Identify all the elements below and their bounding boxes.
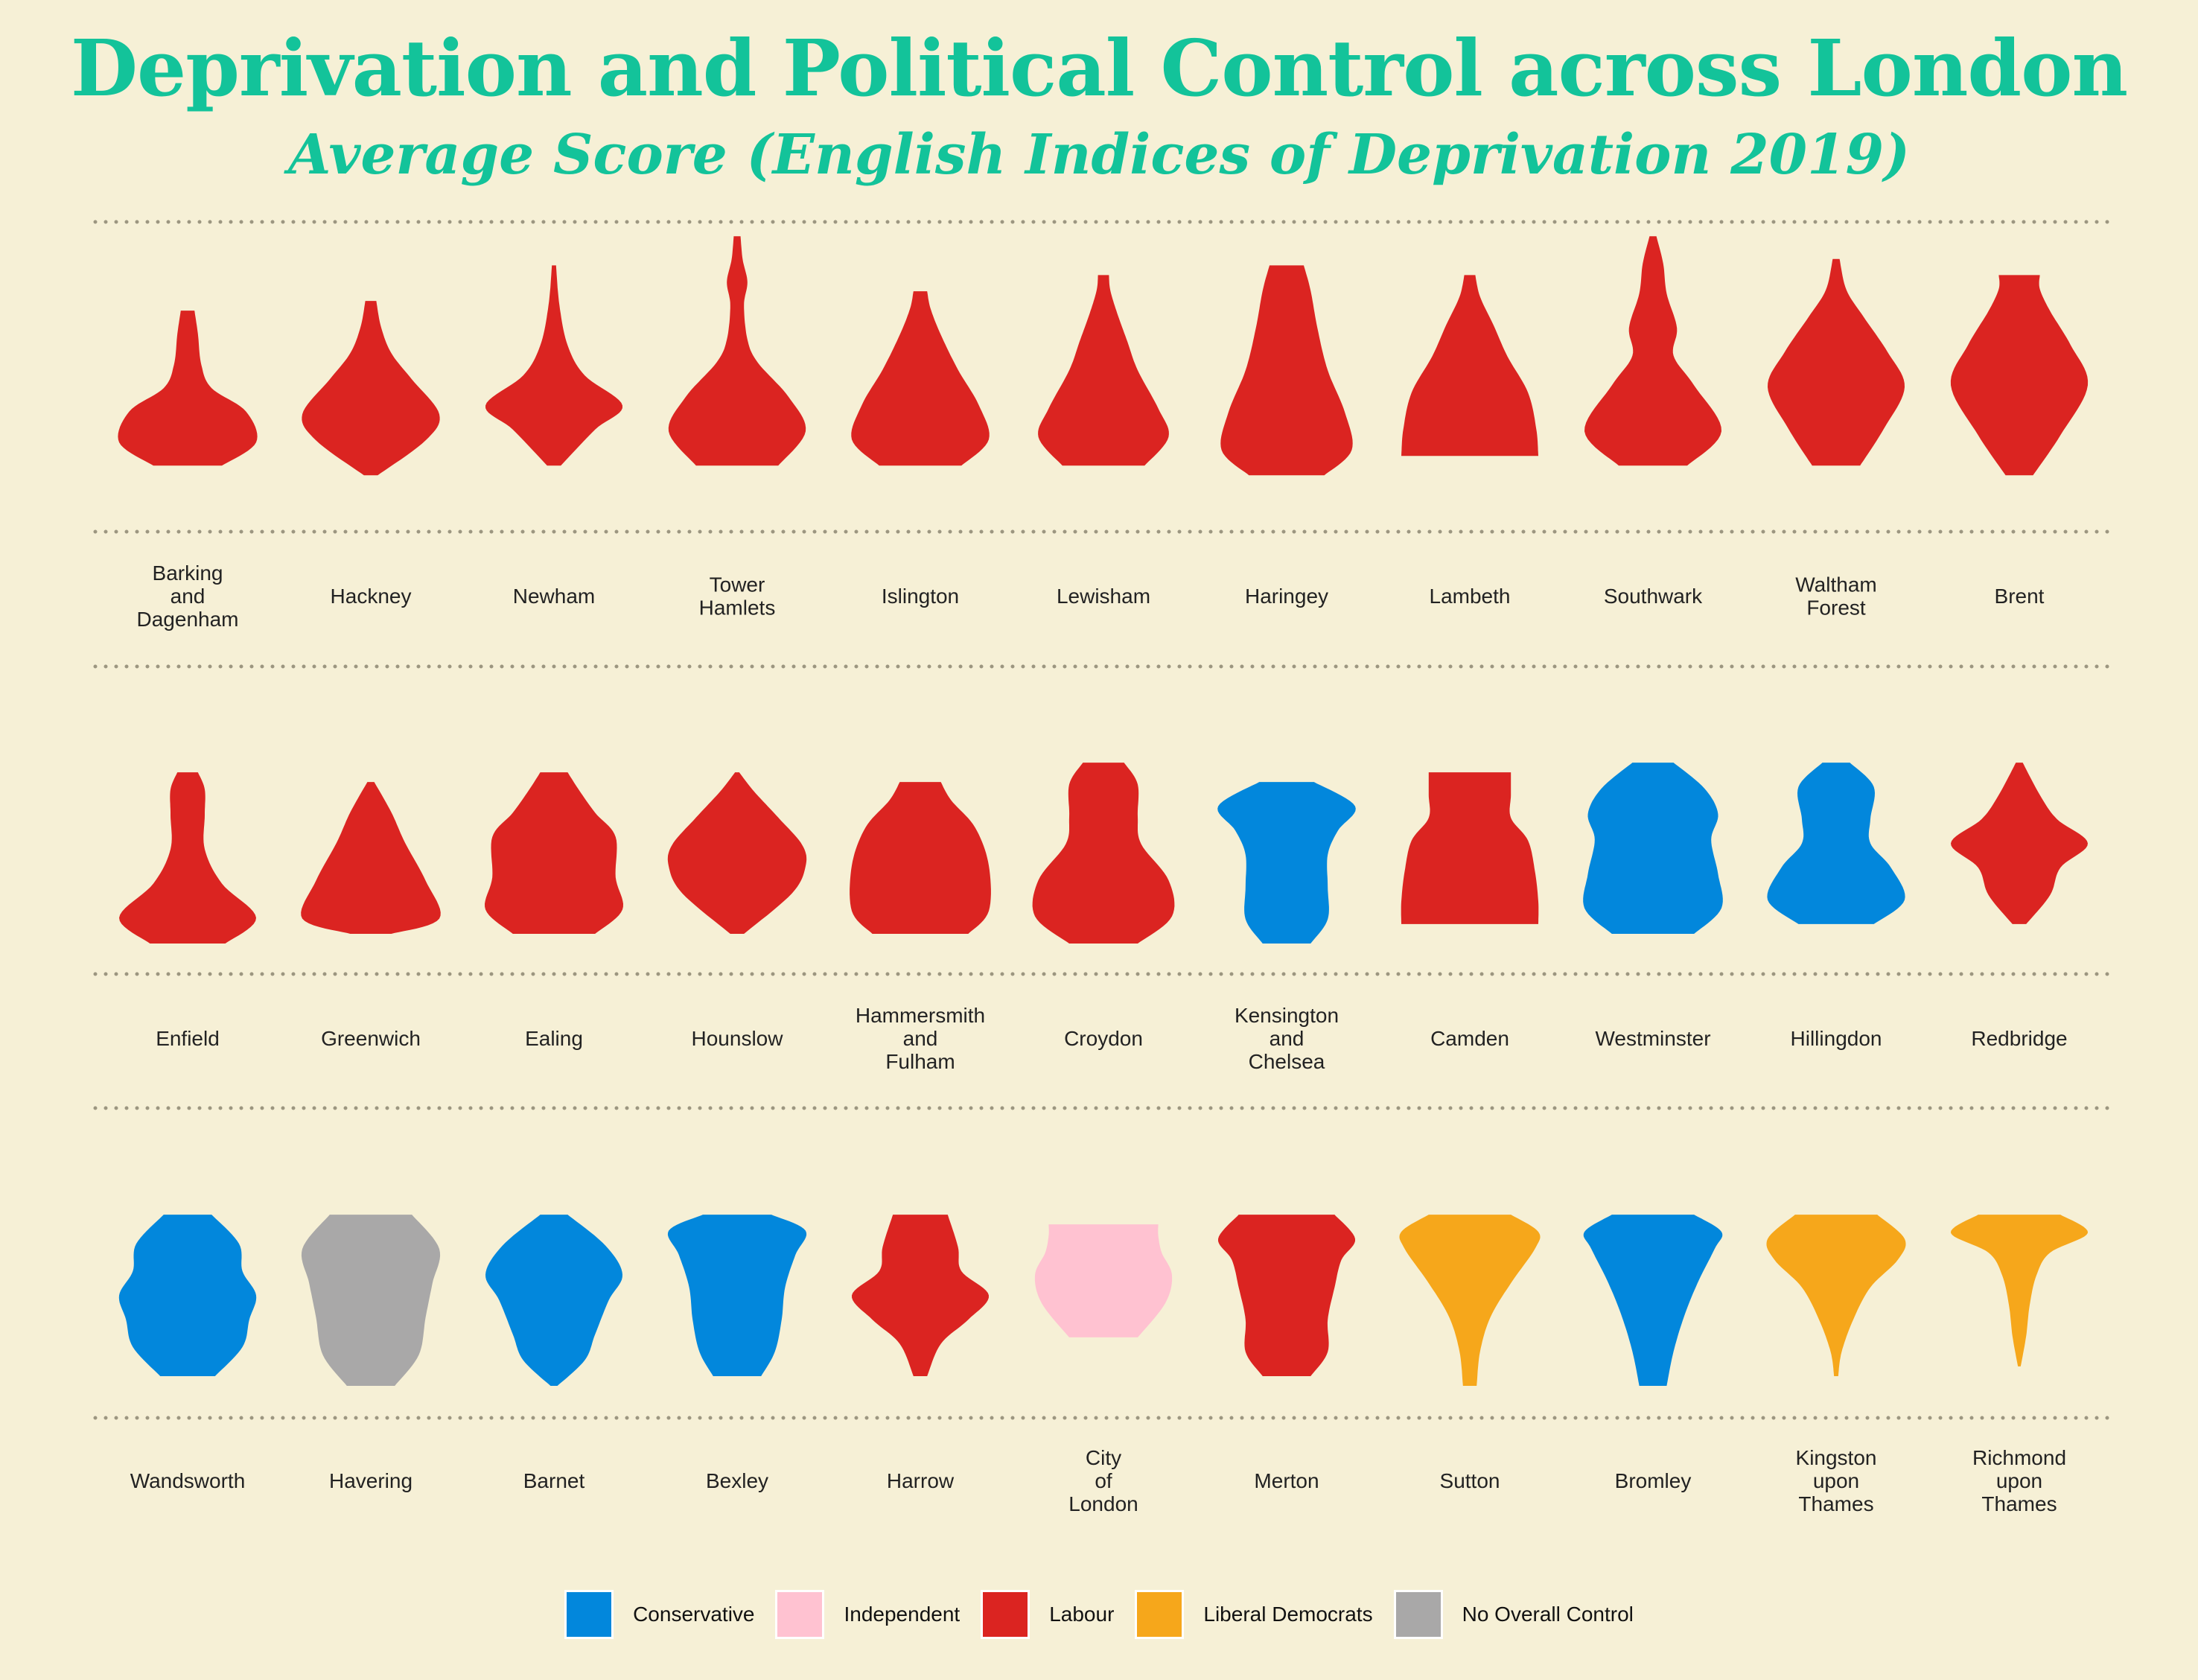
label-tower-hamlets: Tower Hamlets: [699, 573, 776, 620]
label-bromley: Bromley: [1615, 1469, 1692, 1492]
chart-subtitle: Average Score (English Indices of Depriv…: [287, 123, 1911, 187]
violin-southwark: [1584, 236, 1721, 466]
violin-croydon: [1032, 763, 1175, 944]
label-redbridge: Redbridge: [1971, 1027, 2067, 1050]
legend: Conservative Independent Labour Liberal Dem…: [0, 1585, 2198, 1644]
label-merton: Merton: [1254, 1469, 1319, 1492]
violin-haringey: [1220, 265, 1353, 476]
legend-item-independent: Independent: [775, 1590, 960, 1639]
label-newham: Newham: [513, 585, 595, 608]
legend-label: Independent: [844, 1603, 961, 1626]
label-hammersmith-and-fulham: Hammersmith and Fulham: [856, 1004, 985, 1073]
label-hillingdon: Hillingdon: [1791, 1027, 1882, 1050]
legend-swatch-no-overall-control: [1393, 1590, 1443, 1639]
violin-newham: [485, 265, 622, 466]
violin-waltham-forest: [1768, 258, 1905, 466]
violin-wandsworth: [118, 1215, 257, 1376]
violin-camden: [1401, 772, 1539, 924]
legend-swatch-independent: [775, 1590, 825, 1639]
violin-lewisham: [1038, 275, 1169, 466]
label-brent: Brent: [1995, 585, 2045, 608]
label-westminster: Westminster: [1595, 1027, 1710, 1050]
legend-swatch-conservative: [564, 1590, 614, 1639]
label-city-of-london: City of London: [1068, 1446, 1138, 1515]
violin-kingston-upon-thames: [1766, 1215, 1906, 1376]
violin-hounslow: [667, 772, 807, 934]
borough-label-group: Barking and Dagenham Hackney Newham Tower Haml…: [130, 561, 2068, 1515]
legend-swatch-liberal-democrats: [1135, 1590, 1185, 1639]
violin-brent: [1950, 275, 2089, 476]
label-kingston-upon-thames: Kingston upon Thames: [1796, 1446, 1877, 1515]
row-separators: [93, 220, 2111, 1420]
violin-barnet: [485, 1215, 622, 1386]
violin-ealing: [485, 772, 623, 934]
label-waltham-forest: Waltham Forest: [1795, 573, 1876, 620]
legend-item-no-overall-control: No Overall Control: [1393, 1590, 1634, 1639]
legend-item-liberal-democrats: Liberal Democrats: [1135, 1590, 1373, 1639]
label-havering: Havering: [329, 1469, 412, 1492]
label-bexley: Bexley: [706, 1469, 768, 1492]
label-hounslow: Hounslow: [692, 1027, 784, 1050]
label-enfield: Enfield: [156, 1027, 220, 1050]
violin-hammersmith-and-fulham: [850, 782, 991, 934]
violin-hackney: [302, 301, 440, 476]
legend-label: Conservative: [633, 1603, 755, 1626]
violin-group: [118, 236, 2089, 1386]
violin-greenwich: [301, 782, 441, 934]
label-southwark: Southwark: [1604, 585, 1703, 608]
legend-label: Labour: [1049, 1603, 1115, 1626]
label-sutton: Sutton: [1440, 1469, 1500, 1492]
label-lewisham: Lewisham: [1057, 585, 1150, 608]
violin-bromley: [1583, 1215, 1723, 1386]
violin-hillingdon: [1767, 763, 1905, 924]
label-islington: Islington: [882, 585, 959, 608]
violin-bexley: [667, 1215, 807, 1376]
violin-kensington-and-chelsea: [1217, 782, 1356, 944]
label-haringey: Haringey: [1245, 585, 1328, 608]
violin-tower-hamlets: [668, 236, 806, 466]
label-croydon: Croydon: [1064, 1027, 1143, 1050]
violin-lambeth: [1401, 275, 1538, 456]
label-lambeth: Lambeth: [1430, 585, 1511, 608]
violin-westminster: [1583, 763, 1723, 934]
label-camden: Camden: [1430, 1027, 1509, 1050]
violin-enfield: [119, 772, 256, 944]
violin-sutton: [1399, 1215, 1541, 1386]
violin-redbridge: [1951, 763, 2088, 924]
label-barnet: Barnet: [523, 1469, 585, 1492]
violin-havering: [301, 1215, 441, 1386]
label-harrow: Harrow: [887, 1469, 955, 1492]
legend-label: Liberal Democrats: [1203, 1603, 1373, 1626]
violin-merton: [1218, 1215, 1355, 1376]
label-kensington-and-chelsea: Kensington and Chelsea: [1235, 1004, 1339, 1073]
chart-title: Deprivation and Political Control across…: [70, 22, 2128, 114]
label-ealing: Ealing: [525, 1027, 583, 1050]
label-greenwich: Greenwich: [321, 1027, 421, 1050]
violin-barking-and-dagenham: [118, 311, 258, 466]
violin-harrow: [852, 1215, 989, 1376]
violin-richmond-upon-thames: [1951, 1215, 2088, 1366]
violin-city-of-london: [1034, 1224, 1173, 1337]
legend-swatch-labour: [981, 1590, 1030, 1639]
label-barking-and-dagenham: Barking and Dagenham: [137, 561, 239, 631]
label-wandsworth: Wandsworth: [130, 1469, 246, 1492]
legend-item-conservative: Conservative: [564, 1590, 754, 1639]
label-hackney: Hackney: [331, 585, 412, 608]
label-richmond-upon-thames: Richmond upon Thames: [1972, 1446, 2066, 1515]
legend-label: No Overall Control: [1462, 1603, 1634, 1626]
legend-item-labour: Labour: [981, 1590, 1114, 1639]
violin-islington: [851, 291, 990, 466]
